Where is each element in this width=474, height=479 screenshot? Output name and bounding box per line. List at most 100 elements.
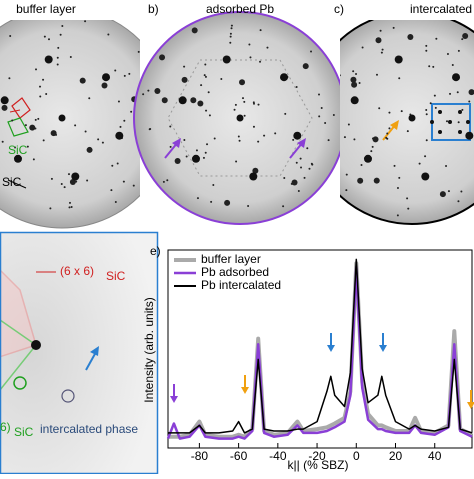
leed-spot [57, 46, 60, 49]
leed-spot [224, 199, 231, 206]
leed-spot [247, 205, 250, 208]
leed-spot [435, 37, 438, 40]
leed-spot [283, 177, 286, 180]
leed-spot [34, 118, 37, 121]
x-tick-label: -40 [269, 449, 287, 463]
leed-spot [212, 183, 215, 186]
leed-spot [243, 114, 246, 117]
leed-spot [142, 93, 145, 96]
leed-main-spot [236, 114, 244, 122]
leed-spot [1, 140, 4, 143]
leed-spot [379, 29, 382, 32]
leed-spot [174, 158, 181, 165]
leed-spot [425, 113, 428, 116]
panel-label: 6) [0, 420, 11, 434]
leed-spot [117, 100, 120, 103]
leed-spot [110, 189, 113, 192]
leed-spot [439, 191, 446, 198]
leed-spot [11, 119, 14, 122]
leed-spot [237, 135, 240, 138]
leed-spot [461, 38, 464, 41]
panel-letter: c) [334, 2, 344, 16]
leed-main-spot [394, 55, 403, 64]
leed-spot [248, 43, 251, 46]
leed-spot [299, 157, 302, 160]
annotation-arrowhead [327, 345, 335, 352]
leed-spot [400, 110, 403, 113]
leed-main-spot [0, 96, 9, 105]
leed-spot [393, 164, 396, 167]
leed-spot [50, 177, 53, 180]
leed-spot [122, 180, 125, 183]
leed-spot [147, 89, 150, 92]
leed-spot [74, 124, 77, 127]
x-tick-label: -80 [191, 449, 209, 463]
leed-spot [274, 132, 277, 135]
leed-spot [39, 95, 42, 98]
leed-spot [445, 164, 448, 167]
leed-main-spot [191, 154, 200, 163]
leed-spot [111, 164, 114, 167]
leed-main-spot [452, 73, 461, 82]
leed-spot [249, 56, 252, 59]
leed-spot [334, 59, 336, 61]
leed-spot [295, 86, 298, 89]
leed-spot [355, 72, 358, 75]
leed-spot [132, 184, 135, 187]
leed-spot [425, 139, 428, 142]
leed-spot [185, 155, 188, 158]
panel-label-sub: SiC [106, 269, 126, 283]
leed-spot [238, 139, 241, 142]
leed-spot [68, 201, 71, 204]
annotation-arrowhead [170, 396, 178, 403]
leed-spot [445, 120, 448, 123]
leed-spot [396, 214, 399, 217]
leed-spot [169, 125, 172, 128]
leed-spot [300, 166, 303, 169]
leed-spot [148, 128, 151, 131]
leed-spot [460, 190, 463, 193]
leed-spot [49, 207, 52, 210]
leed-spot [208, 114, 211, 117]
leed-spot [347, 123, 350, 126]
leed-spot [229, 35, 232, 38]
leed-main-spot [58, 114, 66, 122]
leed-spot [252, 125, 255, 128]
leed-spot [297, 190, 300, 193]
leed-spot [386, 137, 389, 140]
panel-label-sub: SiC [14, 425, 34, 439]
leed-spot [318, 93, 321, 96]
leed-spot [169, 145, 172, 148]
leed-spot [101, 82, 108, 89]
leed-spot [26, 145, 29, 148]
x-tick-label: -20 [308, 449, 326, 463]
leed-spot [107, 33, 110, 36]
leed-spot [310, 50, 313, 53]
leed-spot [457, 200, 460, 203]
leed-spot [14, 146, 17, 149]
leed-spot [375, 37, 382, 44]
leed-spot [447, 190, 450, 193]
leed-spot [282, 205, 285, 208]
leed-spot [116, 162, 119, 165]
leed-spot [345, 173, 348, 176]
leed-spot [181, 76, 188, 83]
leed-spot [32, 128, 35, 131]
panel-title: buffer layer [16, 2, 76, 16]
leed-spot [352, 70, 355, 73]
leed-spot [381, 48, 384, 51]
leed-spot [137, 50, 140, 53]
leed-spot [406, 197, 409, 200]
leed-spot [266, 46, 269, 49]
leed-spot [343, 136, 346, 139]
leed-spot [418, 162, 421, 165]
leed-spot [230, 27, 233, 30]
leed-spot [252, 102, 255, 105]
leed-spot [119, 125, 122, 128]
leed-spot [86, 146, 93, 153]
leed-spot [204, 63, 207, 66]
leed-spot [234, 103, 237, 106]
annotation-arrowhead [467, 402, 474, 409]
panel-label: SiC [8, 143, 28, 157]
leed-main-spot [249, 172, 258, 181]
